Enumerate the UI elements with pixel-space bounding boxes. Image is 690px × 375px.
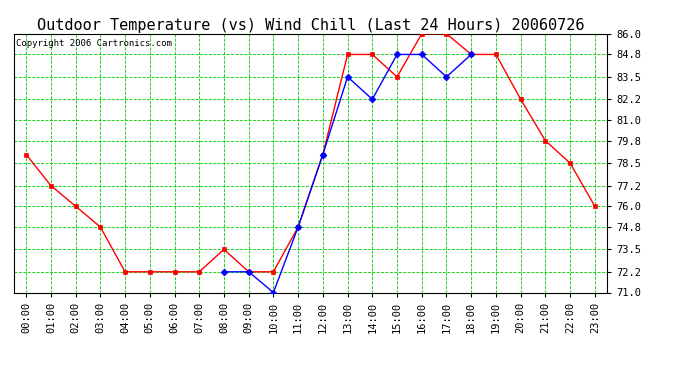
- Title: Outdoor Temperature (vs) Wind Chill (Last 24 Hours) 20060726: Outdoor Temperature (vs) Wind Chill (Las…: [37, 18, 584, 33]
- Text: Copyright 2006 Cartronics.com: Copyright 2006 Cartronics.com: [16, 39, 171, 48]
